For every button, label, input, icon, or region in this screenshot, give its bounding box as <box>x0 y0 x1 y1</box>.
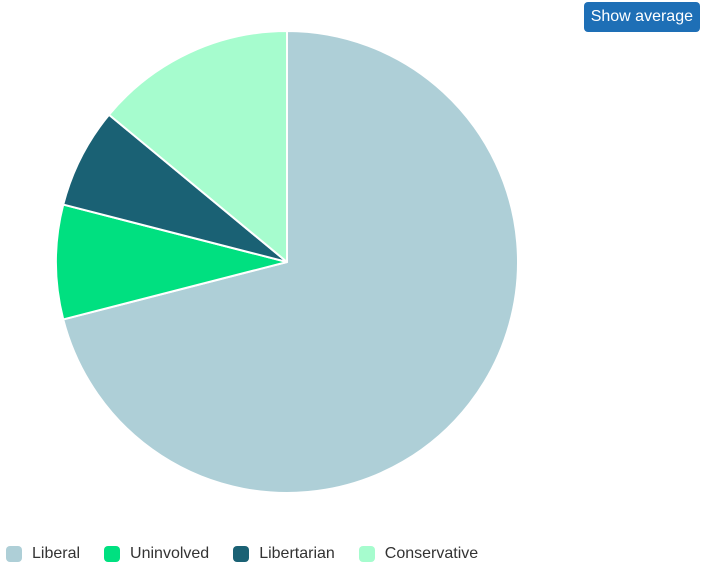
legend-label-uninvolved: Uninvolved <box>130 545 210 562</box>
legend-item-uninvolved[interactable]: Uninvolved <box>104 545 209 563</box>
legend-item-liberal[interactable]: Liberal <box>6 545 80 563</box>
legend-item-libertarian[interactable]: Libertarian <box>233 545 335 563</box>
pie-slice-liberal[interactable] <box>62 30 519 494</box>
legend-label-liberal: Liberal <box>32 545 81 562</box>
pie-slice-libertarian[interactable] <box>62 113 288 263</box>
show-average-button[interactable]: Show average <box>583 2 700 32</box>
legend-label-conservative: Conservative <box>384 545 479 562</box>
legend-label-libertarian: Libertarian <box>259 545 335 562</box>
legend-item-conservative[interactable]: Conservative <box>358 545 479 563</box>
legend-swatch-liberal <box>6 546 22 562</box>
pie-slice-uninvolved[interactable] <box>55 203 288 321</box>
pie-chart <box>55 30 519 494</box>
legend-swatch-conservative <box>358 546 375 562</box>
legend-swatch-libertarian <box>233 546 250 562</box>
legend-swatch-uninvolved <box>104 546 121 562</box>
chart-legend: Liberal Uninvolved Libertarian Conservat… <box>6 542 502 566</box>
pie-slice-conservative[interactable] <box>108 30 288 263</box>
pie-slices <box>55 30 519 494</box>
